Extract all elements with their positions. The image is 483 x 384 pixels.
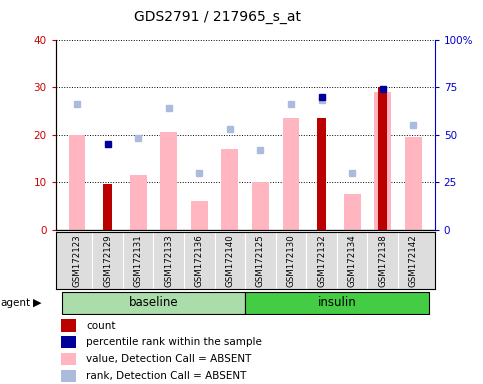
FancyBboxPatch shape bbox=[245, 291, 428, 314]
Bar bbox=[130, 175, 146, 230]
Text: ▶: ▶ bbox=[33, 298, 42, 308]
Bar bbox=[283, 118, 299, 230]
Text: value, Detection Call = ABSENT: value, Detection Call = ABSENT bbox=[86, 354, 251, 364]
Bar bbox=[374, 92, 391, 230]
Text: GSM172133: GSM172133 bbox=[164, 234, 173, 287]
Bar bbox=[221, 149, 238, 230]
Text: GSM172125: GSM172125 bbox=[256, 234, 265, 287]
Text: GSM172131: GSM172131 bbox=[134, 234, 142, 287]
Text: GSM172136: GSM172136 bbox=[195, 234, 204, 287]
Text: GSM172123: GSM172123 bbox=[72, 234, 82, 287]
FancyBboxPatch shape bbox=[62, 291, 245, 314]
Bar bbox=[252, 182, 269, 230]
Text: GSM172132: GSM172132 bbox=[317, 234, 326, 287]
Text: GDS2791 / 217965_s_at: GDS2791 / 217965_s_at bbox=[134, 10, 301, 23]
Bar bbox=[61, 319, 76, 332]
Bar bbox=[160, 132, 177, 230]
Text: agent: agent bbox=[0, 298, 30, 308]
Bar bbox=[103, 184, 112, 230]
Text: GSM172140: GSM172140 bbox=[226, 234, 234, 287]
Text: GSM172138: GSM172138 bbox=[378, 234, 387, 287]
Text: insulin: insulin bbox=[317, 296, 356, 310]
Bar bbox=[344, 194, 360, 230]
Text: baseline: baseline bbox=[128, 296, 178, 310]
Bar bbox=[61, 370, 76, 382]
Bar bbox=[405, 137, 422, 230]
Text: GSM172130: GSM172130 bbox=[286, 234, 296, 287]
Text: rank, Detection Call = ABSENT: rank, Detection Call = ABSENT bbox=[86, 371, 246, 381]
Bar bbox=[379, 87, 387, 230]
Bar bbox=[317, 118, 326, 230]
Bar bbox=[69, 135, 85, 230]
Text: percentile rank within the sample: percentile rank within the sample bbox=[86, 337, 262, 348]
Bar bbox=[61, 353, 76, 365]
Text: GSM172129: GSM172129 bbox=[103, 234, 112, 287]
Text: count: count bbox=[86, 321, 115, 331]
Text: GSM172134: GSM172134 bbox=[348, 234, 356, 287]
Bar bbox=[61, 336, 76, 348]
Text: GSM172142: GSM172142 bbox=[409, 234, 418, 287]
Bar bbox=[191, 201, 208, 230]
